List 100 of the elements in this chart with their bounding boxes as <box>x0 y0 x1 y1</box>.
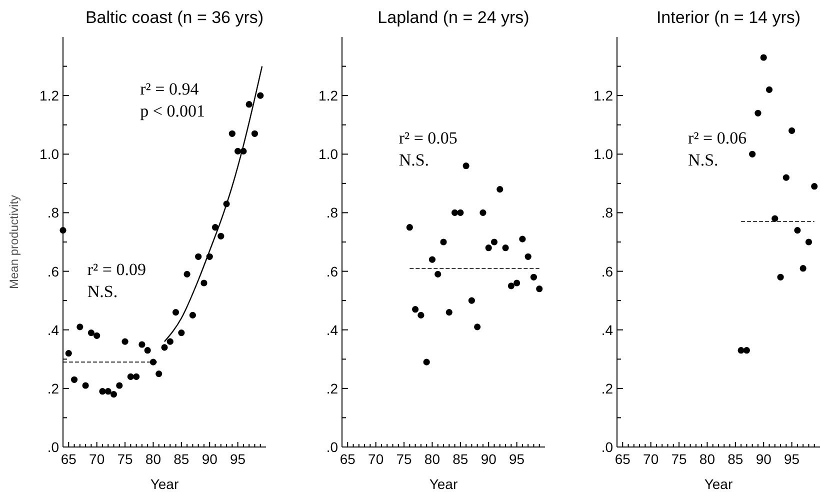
x-tick-label: 65 <box>614 451 631 467</box>
point <box>754 110 762 116</box>
x-tick-label: 75 <box>117 451 134 467</box>
annotation: N.S. <box>398 150 430 170</box>
point <box>423 358 430 366</box>
point <box>156 370 162 378</box>
x-tick-label: 85 <box>452 451 468 467</box>
x-tick-label: 90 <box>480 451 497 467</box>
point <box>178 329 185 336</box>
point <box>138 341 146 348</box>
point <box>743 347 750 354</box>
point <box>434 270 442 278</box>
point <box>428 256 436 263</box>
point <box>496 186 504 193</box>
point <box>738 347 744 354</box>
point <box>218 232 224 240</box>
point <box>514 280 520 286</box>
x-tick-label: 75 <box>396 451 412 467</box>
point <box>116 382 123 389</box>
point <box>530 274 538 280</box>
line-series <box>164 66 263 342</box>
point <box>446 308 452 316</box>
y-tick-label: .4 <box>47 322 60 338</box>
x-tick-label: 95 <box>509 451 525 467</box>
y-tick-label: .2 <box>47 380 60 396</box>
point <box>418 312 424 319</box>
point <box>412 306 419 313</box>
point <box>99 388 106 395</box>
y-tick-label: .4 <box>601 322 614 338</box>
point <box>246 101 252 108</box>
y-tick-label: .0 <box>47 439 60 455</box>
point <box>161 344 168 351</box>
point <box>144 347 151 354</box>
x-axis-title: Year <box>429 476 458 492</box>
point <box>508 282 514 290</box>
x-tick-label: 70 <box>368 451 384 467</box>
point <box>76 324 84 330</box>
x-tick-label: 75 <box>671 451 688 467</box>
point <box>82 382 89 389</box>
point <box>490 238 498 246</box>
point <box>189 312 196 319</box>
annotation: N.S. <box>688 150 718 170</box>
point <box>406 224 413 231</box>
annotation: p < 0.001 <box>140 101 205 120</box>
point <box>234 148 242 155</box>
x-tick-label: 65 <box>60 451 77 467</box>
x-tick-label: 95 <box>230 451 246 467</box>
y-tick-label: .6 <box>601 263 614 280</box>
point <box>749 150 756 158</box>
x-tick-label: 65 <box>340 451 356 467</box>
point <box>462 162 470 170</box>
y-tick-label: .8 <box>326 204 338 221</box>
chart-title: Interior (n = 14 yrs) <box>656 8 801 27</box>
y-tick-label: 1.0 <box>594 146 614 162</box>
point <box>502 244 509 252</box>
point <box>94 332 100 340</box>
y-tick-label: 1.2 <box>318 88 338 104</box>
point <box>127 373 134 380</box>
chart-title: Lapland (n = 24 yrs) <box>378 8 530 27</box>
y-tick-label: .4 <box>326 322 338 338</box>
chart-title: Baltic coast (n = 36 yrs) <box>85 8 264 27</box>
annotation: r² = 0.09 <box>87 260 146 279</box>
y-tick-label: .0 <box>326 439 338 455</box>
y-tick-label: 1.2 <box>40 88 60 104</box>
x-tick-label: 80 <box>145 451 162 467</box>
y-tick-label: .8 <box>47 204 60 221</box>
y-axis-title: Mean productivity <box>7 194 21 290</box>
annotation: r² = 0.06 <box>688 128 747 148</box>
y-tick-label: 1.0 <box>318 146 338 162</box>
x-tick-label: 90 <box>756 451 772 467</box>
x-axis-title: Year <box>704 476 733 492</box>
point <box>457 209 464 216</box>
point <box>468 297 475 304</box>
y-tick-label: 1.2 <box>594 88 614 104</box>
point <box>60 226 66 234</box>
point <box>519 236 526 242</box>
annotation: N.S. <box>87 282 118 301</box>
y-tick-label: .6 <box>47 263 60 280</box>
x-tick-label: 70 <box>643 451 659 467</box>
point <box>524 253 532 260</box>
x-axis-title: Year <box>150 476 179 492</box>
point <box>228 130 236 137</box>
x-tick-label: 70 <box>89 451 105 467</box>
y-tick-label: .2 <box>601 380 614 396</box>
point <box>777 274 784 280</box>
point <box>811 183 818 190</box>
point <box>251 130 258 137</box>
point <box>166 338 174 345</box>
annotation: r² = 0.94 <box>140 79 200 98</box>
point <box>70 376 78 383</box>
point <box>200 280 208 286</box>
x-tick-label: 85 <box>728 451 744 467</box>
point <box>110 390 118 398</box>
point <box>122 338 128 345</box>
point <box>794 226 801 234</box>
y-tick-label: .8 <box>601 204 614 221</box>
point <box>212 224 219 231</box>
y-tick-label: .2 <box>326 380 338 396</box>
point <box>772 215 778 222</box>
y-tick-label: .0 <box>601 439 614 455</box>
